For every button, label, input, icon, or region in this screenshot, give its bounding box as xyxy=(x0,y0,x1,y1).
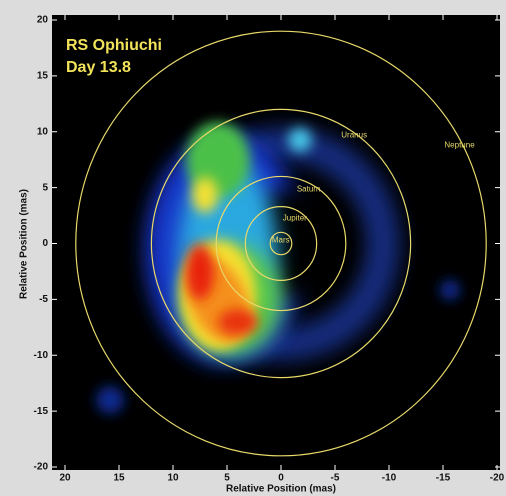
y-tick-label: -15 xyxy=(34,406,49,417)
orbit-label: Jupiter xyxy=(283,214,307,223)
y-tick-label: 15 xyxy=(37,71,49,82)
y-tick-label: 10 xyxy=(37,126,49,137)
x-tick-label: 15 xyxy=(113,473,125,484)
y-tick-label: 20 xyxy=(37,15,49,26)
x-tick-label: 20 xyxy=(59,473,71,484)
y-tick-label: -5 xyxy=(39,294,48,305)
x-tick-label: -5 xyxy=(331,473,340,484)
y-tick-label: -20 xyxy=(34,462,49,473)
chart-title: RS Ophiuchi xyxy=(66,37,162,54)
x-tick-label: -15 xyxy=(436,473,451,484)
orbit-label: Mars xyxy=(272,235,290,244)
chart: 20 15 10 5 0 -5 -10 -15 -20 -20 -15 -10 -5 0 5 10 15 20 Ma… xyxy=(0,0,506,496)
x-tick-label: -10 xyxy=(382,473,397,484)
y-axis-label: Relative Position (mas) xyxy=(19,189,30,299)
x-tick-label: -20 xyxy=(490,473,505,484)
x-axis-label: Relative Position (mas) xyxy=(226,484,336,495)
y-tick-label: 0 xyxy=(42,238,48,249)
y-tick-label: -10 xyxy=(34,350,49,361)
chart-subtitle: Day 13.8 xyxy=(66,59,131,76)
x-tick-label: 5 xyxy=(224,473,230,484)
x-tick-label: 10 xyxy=(167,473,179,484)
orbit-label: Saturn xyxy=(297,185,321,194)
orbit-label: Uranus xyxy=(341,130,367,139)
y-tick-label: 5 xyxy=(42,182,48,193)
orbit-label: Neptune xyxy=(444,140,475,149)
x-tick-label: 0 xyxy=(278,473,284,484)
